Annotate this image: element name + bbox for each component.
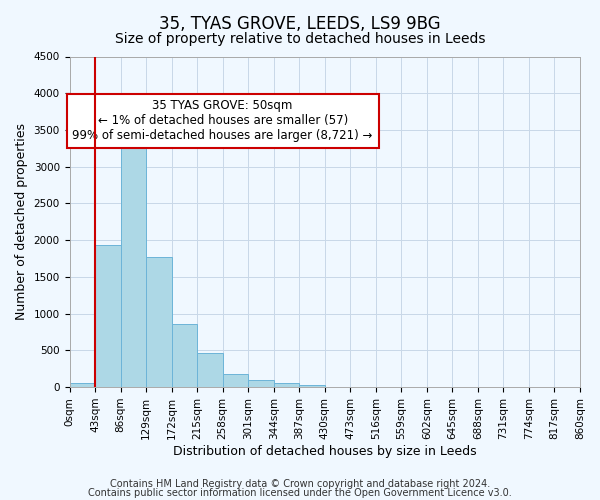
Bar (70, 383, 95, 387)
Bar (197, 354, 223, 387)
Text: 35 TYAS GROVE: 50sqm
← 1% of detached houses are smaller (57)
99% of semi-detach: 35 TYAS GROVE: 50sqm ← 1% of detached ho… (73, 100, 373, 142)
Bar (95, 244, 121, 387)
Text: Size of property relative to detached houses in Leeds: Size of property relative to detached ho… (115, 32, 485, 46)
Text: Contains public sector information licensed under the Open Government Licence v3: Contains public sector information licen… (88, 488, 512, 498)
Bar (172, 324, 197, 387)
Y-axis label: Number of detached properties: Number of detached properties (15, 124, 28, 320)
Text: 35, TYAS GROVE, LEEDS, LS9 9BG: 35, TYAS GROVE, LEEDS, LS9 9BG (159, 15, 441, 33)
Bar (248, 380, 274, 387)
Bar (146, 257, 172, 387)
X-axis label: Distribution of detached houses by size in Leeds: Distribution of detached houses by size … (173, 444, 476, 458)
Bar (223, 374, 248, 387)
Text: Contains HM Land Registry data © Crown copyright and database right 2024.: Contains HM Land Registry data © Crown c… (110, 479, 490, 489)
Bar (121, 130, 146, 387)
Bar (274, 383, 299, 387)
Bar (299, 385, 325, 387)
